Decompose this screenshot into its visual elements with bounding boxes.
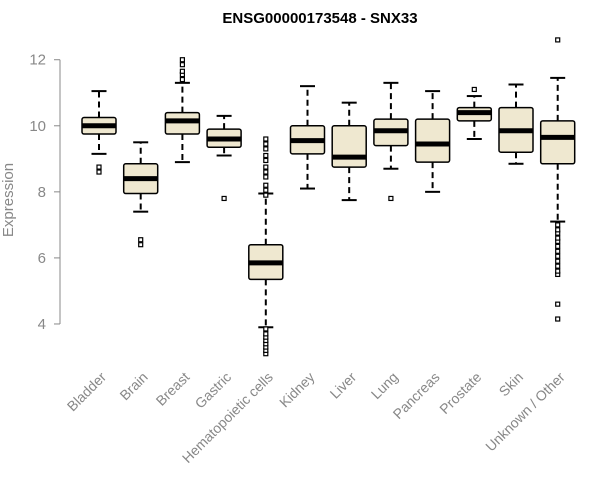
outlier-point [555,243,561,249]
outlier-point [221,195,227,202]
x-tick-label: Liver [327,369,360,402]
outlier-point [263,174,269,180]
x-tick-label: Skin [496,369,527,400]
outlier-point [263,152,269,159]
x-tick-label: Prostate [436,369,484,417]
x-tick-label: Brain [116,369,150,403]
y-axis-label: Expression [0,163,17,237]
x-tick-label: Lung [368,369,401,402]
outlier-point [263,146,269,152]
box-liver [331,101,367,202]
outlier-point [555,253,561,259]
outlier-point [263,187,269,193]
box-brain [122,141,159,248]
y-tick-label: 8 [38,184,46,201]
chart-title: ENSG00000173548 - SNX33 [222,10,417,27]
outlier-point [263,182,269,188]
iqr-box [539,120,576,165]
outlier-point [263,136,269,142]
box-bladder [81,90,117,175]
outlier-point [263,326,269,332]
outlier-point [555,227,561,233]
outlier-point [555,248,561,254]
box-pancreas [414,90,451,193]
y-tick-label: 6 [38,250,46,267]
outlier-point [555,316,561,322]
box-kidney [289,85,326,190]
box-unknown-other [539,37,576,322]
outlier-point [555,263,561,269]
outlier-point [138,242,144,248]
x-tick-label: Breast [153,369,193,409]
outlier-point [555,222,561,228]
boxes-group [81,37,576,357]
outlier-point [138,237,144,243]
box-lung [373,81,409,202]
outlier-point [263,331,269,337]
box-breast [164,57,201,164]
y-tick-label: 12 [29,52,46,69]
outlier-point [263,169,269,175]
outlier-point [471,86,477,93]
outlier-point [555,37,561,43]
box-gastric [206,114,242,202]
y-tick-label: 4 [38,316,46,333]
outlier-point [263,141,269,147]
outlier-point [555,268,561,274]
outlier-point [263,192,269,198]
box-hematopoietic-cells [248,136,284,357]
outlier-point [555,235,561,241]
y-axis: 4 6 8 10 12 [29,52,61,333]
outlier-point [96,169,102,175]
outlier-point [263,164,269,170]
outlier-point [179,68,185,74]
outlier-point [179,76,185,83]
x-tick-label: Unknown / Other [482,369,568,455]
x-tick-label: Kidney [276,369,318,411]
iqr-box [331,125,367,168]
x-tick-label: Bladder [64,369,110,415]
iqr-box [414,118,451,163]
outlier-point [96,164,102,170]
y-tick-label: 10 [29,118,46,135]
outlier-point [179,62,185,68]
box-skin [498,83,534,165]
outlier-point [263,157,269,164]
outlier-point [388,195,394,202]
outlier-point [179,57,185,63]
box-prostate [456,86,493,140]
outlier-point [555,258,561,264]
outlier-point [555,301,561,307]
